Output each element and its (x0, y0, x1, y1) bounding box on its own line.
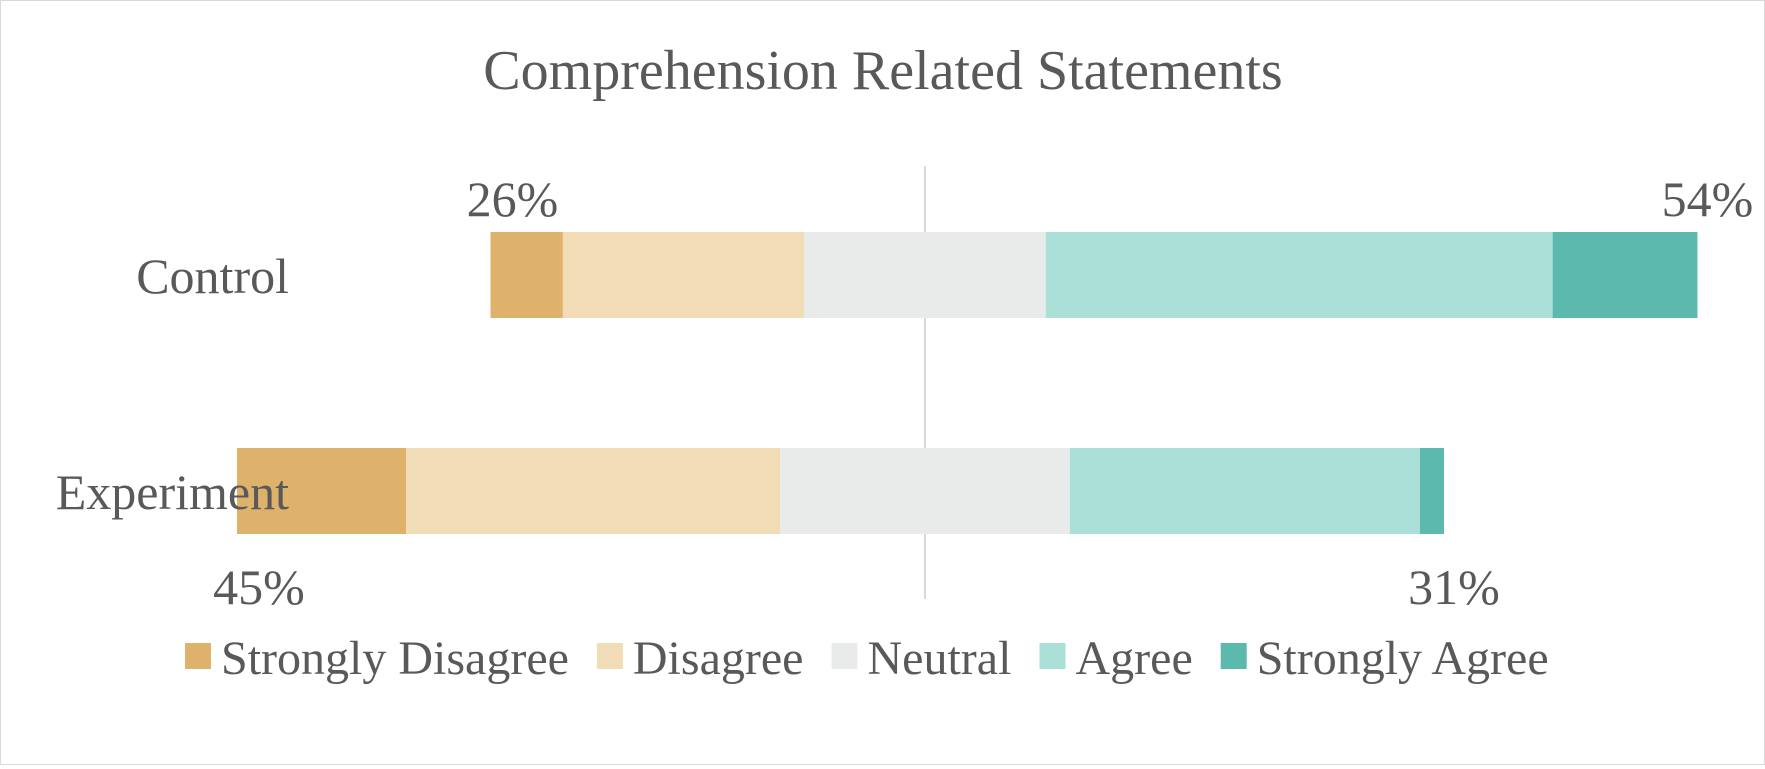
bar-control-strongly-disagree (490, 232, 563, 318)
legend-item-strongly-disagree: Strongly Disagree (185, 632, 569, 685)
legend-item-disagree: Disagree (596, 632, 804, 685)
bar-control-neutral (804, 232, 1046, 318)
legend-swatch-strongly-agree (1220, 643, 1247, 669)
annotation-control-negative: 26% (467, 171, 559, 227)
bar-experiment-neutral (780, 448, 1070, 534)
bar-experiment-agree (1069, 448, 1420, 534)
legend-label-agree: Agree (1076, 632, 1193, 685)
legend-label-disagree: Disagree (633, 632, 804, 685)
legend-label-neutral: Neutral (868, 632, 1012, 685)
bar-control-agree (1045, 232, 1553, 318)
legend-item-agree: Agree (1039, 632, 1193, 685)
legend-label-strongly-agree: Strongly Agree (1257, 632, 1549, 685)
annotation-control-positive: 54% (1662, 171, 1754, 227)
category-label-experiment: Experiment (56, 464, 289, 520)
legend-swatch-strongly-disagree (185, 643, 211, 669)
legend: Strongly Disagree Disagree Neutral Agree Str… (185, 632, 1549, 685)
legend-label-strongly-disagree: Strongly Disagree (221, 632, 569, 685)
legend-item-strongly-agree: Strongly Agree (1220, 632, 1549, 685)
total-annotations: 26% 54% 45% 31% (213, 171, 1753, 615)
annotation-experiment-negative: 45% (213, 559, 305, 615)
bar-experiment-disagree (405, 448, 781, 534)
legend-swatch-disagree (596, 643, 623, 669)
bar-control-disagree (562, 232, 805, 318)
legend-swatch-agree (1039, 643, 1066, 669)
bar-experiment-strongly-agree (1419, 448, 1445, 534)
bars-group (237, 232, 1698, 534)
legend-swatch-neutral (831, 643, 858, 669)
chart-title: Comprehension Related Statements (483, 40, 1282, 102)
annotation-experiment-positive: 31% (1408, 559, 1500, 615)
bar-control-strongly-agree (1552, 232, 1698, 318)
bar-experiment-strongly-disagree (237, 448, 406, 534)
legend-item-neutral: Neutral (831, 632, 1012, 685)
category-label-control: Control (136, 248, 289, 304)
category-labels: Control Experiment (56, 248, 289, 520)
